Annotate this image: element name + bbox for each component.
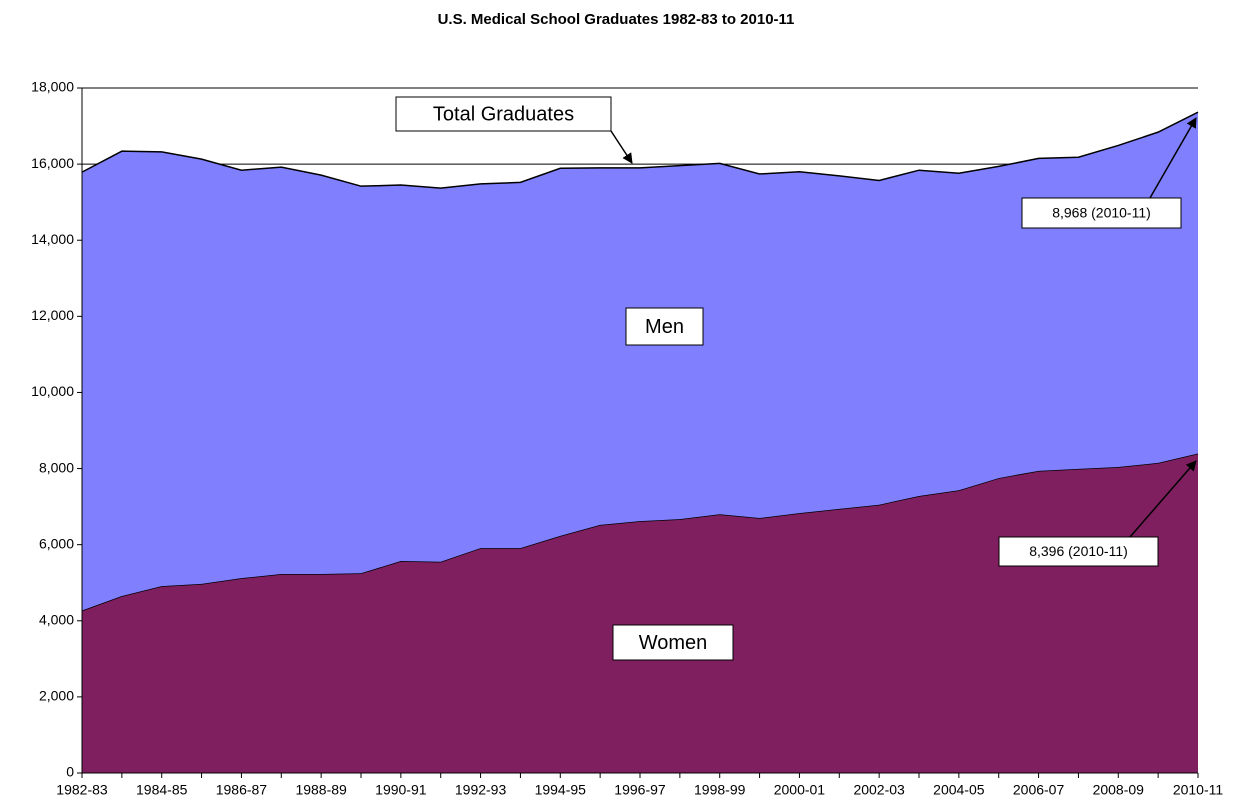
annotation: Women — [639, 632, 708, 654]
x-tick-label: 1992-93 — [455, 782, 507, 798]
chart-title: U.S. Medical School Graduates 1982-83 to… — [438, 11, 795, 28]
area — [82, 112, 1198, 611]
y-tick-label: 14,000 — [31, 231, 74, 247]
x-tick-label: 1984-85 — [136, 782, 188, 798]
y-tick-label: 2,000 — [39, 688, 74, 704]
y-tick-label: 10,000 — [31, 383, 74, 399]
y-tick-label: 0 — [66, 764, 74, 780]
annotation-box — [1021, 197, 1182, 229]
annotation-box — [625, 307, 704, 346]
x-tick-label: 1994-95 — [535, 782, 587, 798]
x-tick-label: 1990-91 — [375, 782, 427, 798]
y-tick-label: 6,000 — [39, 535, 74, 551]
x-tick-label: 2006-07 — [1013, 782, 1065, 798]
annotation-box — [998, 536, 1159, 567]
annotation-arrow — [1129, 460, 1197, 538]
y-tick-label: 18,000 — [31, 79, 74, 95]
area-outline — [81, 111, 1199, 189]
annotation: Men — [645, 316, 684, 338]
y-tick-label: 16,000 — [31, 155, 74, 171]
x-tick-label: 2010-11 — [1173, 782, 1224, 798]
x-tick-label: 2000-01 — [774, 782, 826, 798]
annotation: Total Graduates — [433, 103, 574, 125]
annotation: 8,396 (2010-11) — [1029, 543, 1128, 559]
y-tick-label: 4,000 — [39, 611, 74, 627]
x-tick-label: 2002-03 — [853, 782, 905, 798]
x-tick-label: 1988-89 — [295, 782, 347, 798]
y-tick-label: 12,000 — [31, 307, 74, 323]
area — [82, 453, 1198, 773]
x-tick-label: 1982-83 — [56, 782, 108, 798]
x-tick-label: 2004-05 — [933, 782, 985, 798]
x-tick-label: 1998-99 — [694, 782, 746, 798]
annotation-box — [395, 96, 612, 132]
annotation: 8,968 (2010-11) — [1052, 205, 1151, 221]
x-tick-label: 1996-97 — [614, 782, 666, 798]
x-tick-label: 2008-09 — [1093, 782, 1145, 798]
annotation-arrow — [1149, 117, 1197, 199]
y-tick-label: 8,000 — [39, 459, 74, 475]
x-tick-label: 1986-87 — [216, 782, 268, 798]
annotation-arrow — [610, 130, 633, 164]
annotation-box — [612, 624, 734, 661]
